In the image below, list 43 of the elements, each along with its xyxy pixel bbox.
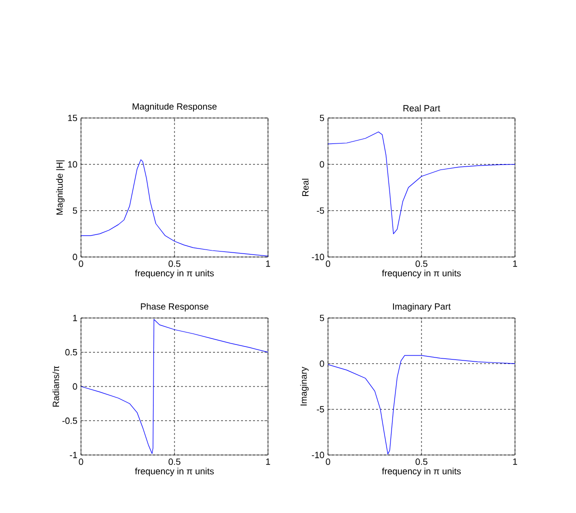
y-axis-title: Magnitude |H| xyxy=(56,160,65,215)
line-series xyxy=(328,132,515,234)
y-axis-title: Radians/π xyxy=(52,366,60,407)
y-tick-label: -5 xyxy=(316,406,324,412)
x-axis-title: frequency in π units xyxy=(135,270,214,278)
y-tick-label: 5 xyxy=(320,114,324,122)
y-tick-label: 0 xyxy=(72,254,78,260)
chart-title: Real Part xyxy=(403,104,440,112)
y-axis-title: Imaginary xyxy=(300,366,309,406)
y-tick-label: -1 xyxy=(70,452,78,458)
line-series xyxy=(81,319,268,454)
y-tick-label: 1 xyxy=(73,314,78,322)
y-tick-label: 10 xyxy=(68,161,78,168)
y-tick-label: 0 xyxy=(320,360,324,367)
x-tick-label: 0 xyxy=(326,458,330,465)
chart-title: Imaginary Part xyxy=(393,303,451,312)
x-axis-title: frequency in π units xyxy=(135,468,214,476)
x-tick-label: 1 xyxy=(266,458,270,465)
y-tick-label: -10 xyxy=(312,254,324,260)
x-tick-label: 1 xyxy=(513,458,518,465)
y-tick-label: -5 xyxy=(316,208,324,214)
x-tick-label: 0 xyxy=(78,458,84,465)
x-tick-label: 0 xyxy=(326,260,330,267)
chart-title: Phase Response xyxy=(140,303,208,312)
y-tick-label: 0 xyxy=(320,161,324,168)
x-axis-title: frequency in π units xyxy=(382,270,461,278)
x-tick-label: 0.5 xyxy=(416,458,428,465)
x-tick-label: 0.5 xyxy=(168,458,180,465)
y-tick-label: -0.5 xyxy=(62,418,78,424)
x-tick-label: 1 xyxy=(513,260,518,267)
x-tick-label: 0 xyxy=(78,260,84,267)
x-tick-label: 1 xyxy=(266,260,270,267)
y-tick-label: 5 xyxy=(320,314,324,322)
x-tick-label: 0.5 xyxy=(416,260,428,267)
y-tick-label: 0 xyxy=(72,383,78,390)
y-tick-label: 0.5 xyxy=(65,349,78,356)
y-axis-title: Real xyxy=(302,178,309,196)
y-tick-label: 5 xyxy=(72,208,78,214)
chart-title: Magnitude Response xyxy=(132,103,217,112)
y-tick-label: -10 xyxy=(312,452,324,458)
y-tick-label: 15 xyxy=(68,114,78,122)
x-tick-label: 0.5 xyxy=(168,260,180,267)
x-axis-title: frequency in π units xyxy=(382,468,461,476)
